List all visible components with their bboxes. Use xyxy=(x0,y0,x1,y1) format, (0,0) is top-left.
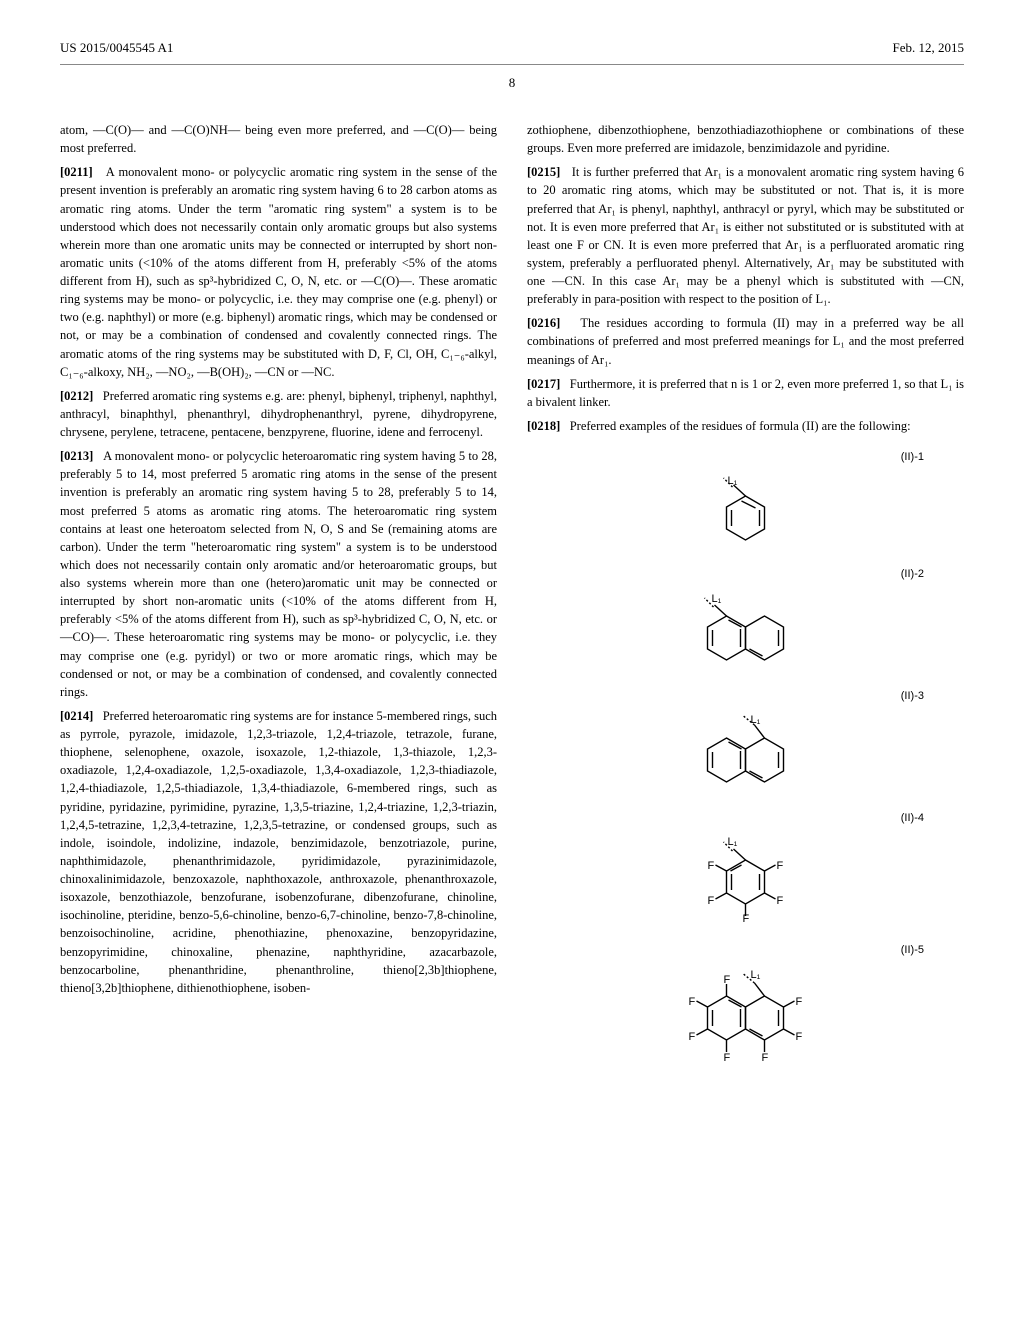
para-num: [0211] xyxy=(60,165,93,179)
svg-text:F: F xyxy=(689,1031,696,1043)
page-number: 8 xyxy=(60,75,964,91)
svg-text:F: F xyxy=(708,860,715,872)
paragraph-0216: [0216] The residues according to formula… xyxy=(527,314,964,368)
structure-label: (II)-4 xyxy=(527,811,964,827)
pentafluorophenyl-icon: F F F F F L₁ xyxy=(527,832,964,922)
structure-II-1: (II)-1 L₁ xyxy=(527,450,964,552)
para-num: [0218] xyxy=(527,419,560,433)
structure-II-5: (II)-5 xyxy=(527,943,964,1070)
svg-text:F: F xyxy=(743,913,750,922)
page-header: US 2015/0045545 A1 Feb. 12, 2015 xyxy=(60,40,964,65)
continuation-paragraph: zothiophene, dibenzothiophene, benzothia… xyxy=(527,121,964,157)
para-text: The residues according to formula (II) m… xyxy=(527,316,964,366)
para-text: Preferred heteroaromatic ring systems ar… xyxy=(60,709,497,995)
svg-text:L₁: L₁ xyxy=(728,836,738,848)
structure-II-4: (II)-4 F F F F xyxy=(527,811,964,928)
svg-text:F: F xyxy=(796,996,803,1008)
structure-II-2: (II)-2 L₁ xyxy=(527,567,964,674)
paragraph-0215: [0215] It is further preferred that Ar₁ … xyxy=(527,163,964,308)
left-column: atom, —C(O)— and —C(O)NH— being even mor… xyxy=(60,121,497,1084)
structure-label: (II)-5 xyxy=(527,943,964,959)
paragraph-0211: [0211] A monovalent mono- or polycyclic … xyxy=(60,163,497,381)
svg-text:L₁: L₁ xyxy=(728,475,738,487)
paragraph-0214: [0214] Preferred heteroaromatic ring sys… xyxy=(60,707,497,997)
svg-text:F: F xyxy=(724,1052,731,1063)
perfluoronaphthyl-icon: F F F F F F F L₁ xyxy=(527,963,964,1063)
para-num: [0214] xyxy=(60,709,93,723)
publication-date: Feb. 12, 2015 xyxy=(893,40,965,56)
para-text: Preferred examples of the residues of fo… xyxy=(570,419,911,433)
structure-label: (II)-2 xyxy=(527,567,964,583)
para-num: [0217] xyxy=(527,377,560,391)
para-text: Preferred aromatic ring systems e.g. are… xyxy=(60,389,497,439)
svg-text:L₁: L₁ xyxy=(751,969,761,981)
paragraph-0218: [0218] Preferred examples of the residue… xyxy=(527,417,964,435)
svg-text:L₁: L₁ xyxy=(712,593,722,605)
intro-paragraph: atom, —C(O)— and —C(O)NH— being even mor… xyxy=(60,121,497,157)
para-text: It is further preferred that Ar₁ is a mo… xyxy=(527,165,964,306)
para-text: Furthermore, it is preferred that n is 1… xyxy=(527,377,964,409)
svg-text:F: F xyxy=(777,860,784,872)
right-column: zothiophene, dibenzothiophene, benzothia… xyxy=(527,121,964,1084)
svg-text:F: F xyxy=(724,974,731,986)
para-num: [0213] xyxy=(60,449,93,463)
paragraph-0212: [0212] Preferred aromatic ring systems e… xyxy=(60,387,497,441)
para-num: [0216] xyxy=(527,316,560,330)
structure-II-3: (II)-3 L₁ xyxy=(527,689,964,796)
paragraph-0213: [0213] A monovalent mono- or polycyclic … xyxy=(60,447,497,701)
svg-text:F: F xyxy=(689,996,696,1008)
naphthyl2-icon: L₁ xyxy=(527,710,964,790)
structure-label: (II)-3 xyxy=(527,689,964,705)
svg-text:F: F xyxy=(708,895,715,907)
para-num: [0215] xyxy=(527,165,560,179)
naphthyl1-icon: L₁ xyxy=(527,588,964,668)
para-text: A monovalent mono- or polycyclic aromati… xyxy=(60,165,497,378)
svg-text:F: F xyxy=(777,895,784,907)
svg-text:L₁: L₁ xyxy=(751,714,761,726)
main-content: atom, —C(O)— and —C(O)NH— being even mor… xyxy=(60,121,964,1084)
svg-text:F: F xyxy=(796,1031,803,1043)
structure-label: (II)-1 xyxy=(527,450,964,466)
benzene-icon: L₁ xyxy=(527,471,964,546)
para-text: A monovalent mono- or polycyclic heteroa… xyxy=(60,449,497,699)
para-num: [0212] xyxy=(60,389,93,403)
publication-number: US 2015/0045545 A1 xyxy=(60,40,173,56)
paragraph-0217: [0217] Furthermore, it is preferred that… xyxy=(527,375,964,411)
svg-text:F: F xyxy=(762,1052,769,1063)
